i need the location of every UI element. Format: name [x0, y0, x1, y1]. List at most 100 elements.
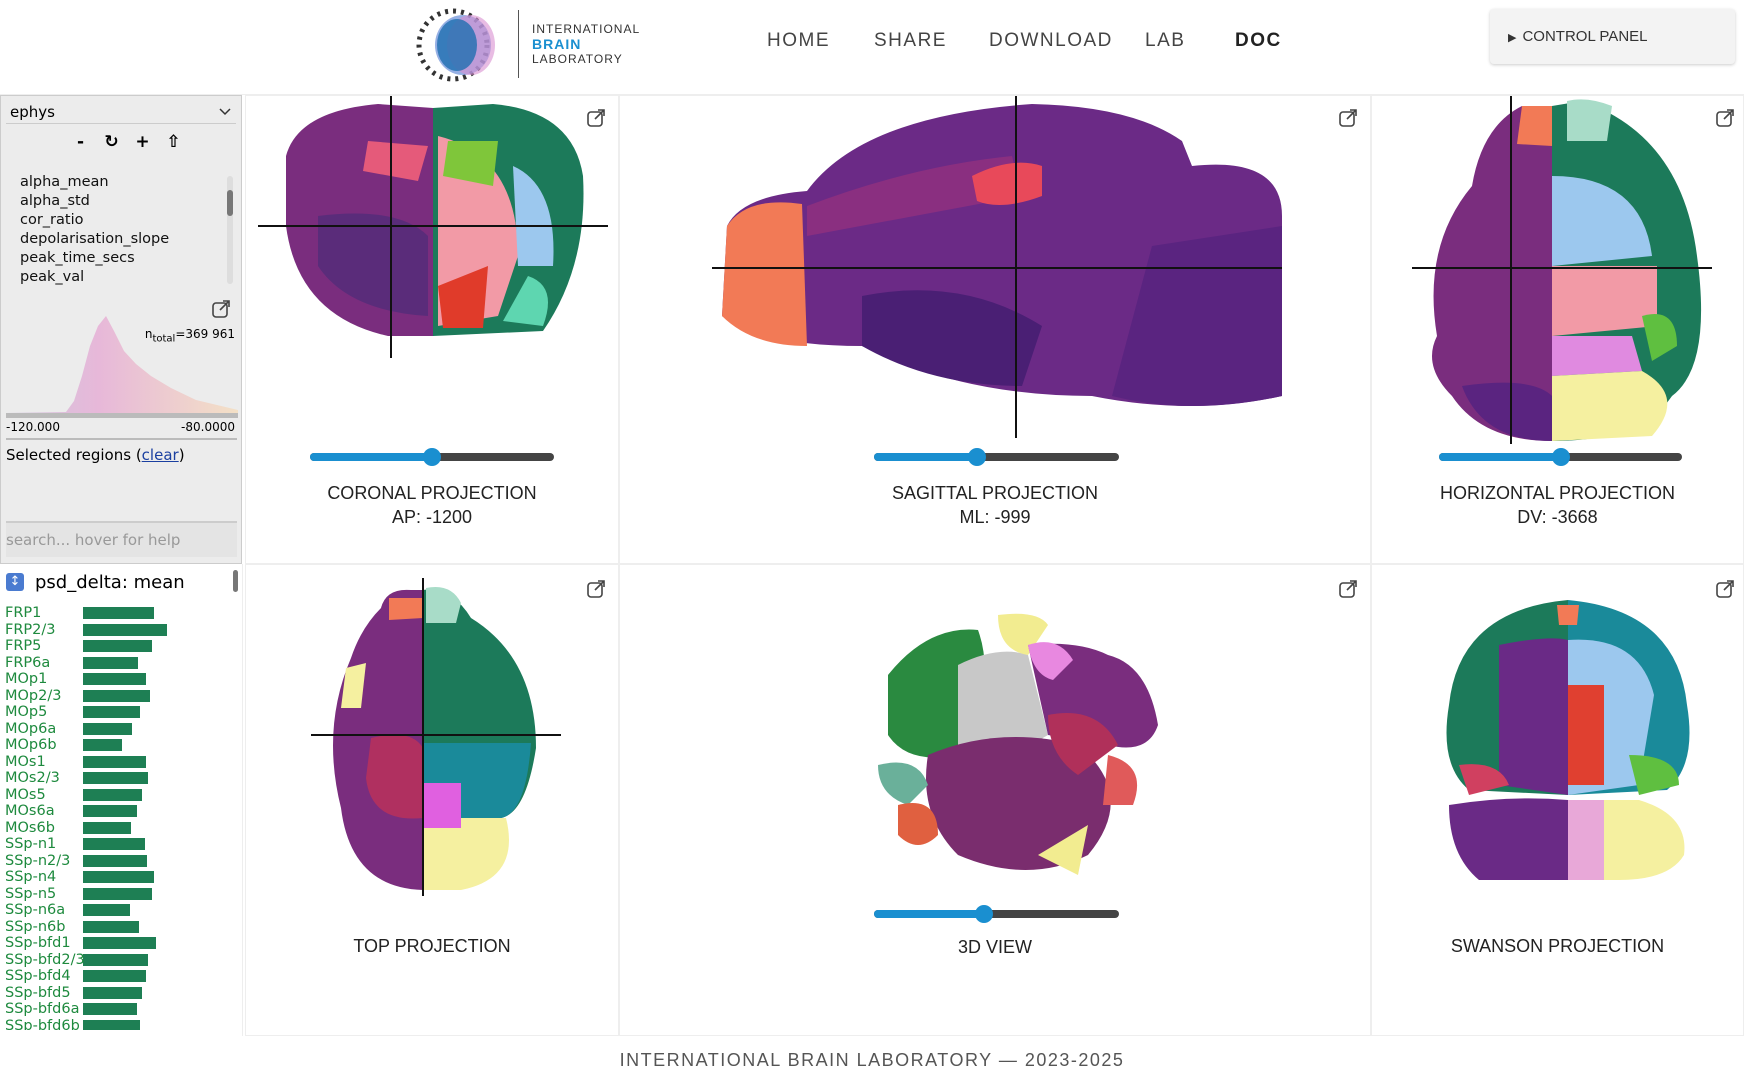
- nav-link[interactable]: HOME: [767, 30, 830, 51]
- region-row[interactable]: SSp-n6b: [5, 919, 230, 936]
- n-total: ntotal=369 961: [145, 327, 235, 344]
- tool-button[interactable]: ↻: [104, 132, 119, 152]
- region-bar: [83, 755, 146, 768]
- sort-icon[interactable]: ↕: [6, 573, 24, 591]
- region-label: FRP6a: [5, 654, 51, 671]
- region-row[interactable]: MOs1: [5, 754, 230, 771]
- region-row[interactable]: SSp-n6a: [5, 902, 230, 919]
- 3d-image: [878, 613, 1158, 875]
- region-label: SSp-bfd5: [5, 984, 71, 1001]
- region-label: SSp-bfd1: [5, 935, 71, 951]
- slider[interactable]: [310, 448, 554, 466]
- region-label: SSp-n6b: [5, 918, 66, 935]
- feature-item[interactable]: peak_time_secs: [20, 250, 135, 266]
- region-row[interactable]: SSp-n2/3: [5, 853, 230, 870]
- region-bar: [83, 805, 137, 817]
- horizontal-panel: HORIZONTAL PROJECTION DV: -3668: [1371, 95, 1744, 564]
- nav-link[interactable]: SHARE: [874, 30, 947, 51]
- region-label: SSp-n2/3: [5, 852, 71, 869]
- nav-link[interactable]: DOWNLOAD: [989, 30, 1113, 51]
- region-label: MOs2/3: [5, 770, 60, 786]
- region-label: SSp-n1: [5, 836, 57, 852]
- region-bar: [83, 689, 151, 702]
- export-icon[interactable]: [1715, 579, 1735, 599]
- region-row[interactable]: FRP1: [5, 605, 230, 622]
- region-row[interactable]: SSp-bfd1: [5, 935, 230, 952]
- slider[interactable]: [874, 448, 1119, 466]
- export-icon[interactable]: [586, 108, 606, 128]
- selected-regions: Selected regions (clear): [6, 446, 185, 464]
- feature-item[interactable]: alpha_mean: [20, 174, 109, 190]
- region-row[interactable]: MOp2/3: [5, 688, 230, 705]
- region-bar: [83, 607, 154, 619]
- feature-item[interactable]: peak_val: [20, 269, 85, 285]
- region-row[interactable]: MOp1: [5, 671, 230, 688]
- hist-min: -120.000: [6, 420, 60, 434]
- selected-close: ): [178, 446, 185, 464]
- region-row[interactable]: MOs2/3: [5, 770, 230, 787]
- region-row[interactable]: MOp5: [5, 704, 230, 721]
- region-list: FRP1 FRP2/3 FRP5 FRP6a MOp1 MOp2/3 MOp5 MOp6a MO…: [5, 605, 230, 1030]
- region-row[interactable]: MOs5: [5, 787, 230, 804]
- horizontal-image: [1412, 96, 1712, 444]
- export-icon[interactable]: [586, 579, 606, 599]
- region-bar: [83, 953, 148, 966]
- slider[interactable]: [1439, 448, 1682, 466]
- region-label: SSp-bfd2/3: [5, 951, 85, 968]
- feature-item[interactable]: depolarisation_slope: [20, 231, 170, 247]
- region-row[interactable]: MOs6a: [5, 803, 230, 820]
- region-label: SSp-n6a: [5, 902, 66, 918]
- feature-item[interactable]: cor_ratio: [20, 212, 84, 228]
- region-row[interactable]: MOp6b: [5, 737, 230, 754]
- region-label: SSp-n4: [5, 869, 57, 885]
- dataset-select[interactable]: ephys: [6, 100, 236, 124]
- nav-link[interactable]: LAB: [1145, 30, 1186, 51]
- panel-coord: ML: -999: [959, 507, 1031, 527]
- region-row[interactable]: MOp6a: [5, 721, 230, 738]
- tool-button[interactable]: +: [135, 132, 150, 152]
- export-icon[interactable]: [1338, 579, 1358, 599]
- tool-button[interactable]: ⇧: [166, 132, 181, 152]
- region-row[interactable]: SSp-bfd5: [5, 985, 230, 1002]
- region-label: MOs5: [5, 786, 46, 803]
- export-icon[interactable]: [211, 299, 231, 319]
- region-row[interactable]: SSp-bfd4: [5, 968, 230, 985]
- region-bar: [83, 640, 153, 652]
- panel-title: CORONAL PROJECTION: [327, 483, 537, 503]
- top-image: [311, 578, 561, 896]
- panel-title: 3D VIEW: [957, 937, 1032, 957]
- region-row[interactable]: FRP6a: [5, 655, 230, 672]
- scrollbar: [233, 570, 238, 592]
- region-row[interactable]: SSp-bfd2/3: [5, 952, 230, 969]
- swanson-panel: SWANSON PROJECTION: [1371, 564, 1744, 1036]
- tool-button[interactable]: -: [76, 132, 85, 152]
- region-row[interactable]: SSp-bfd6b: [5, 1017, 230, 1031]
- panel-title: SWANSON PROJECTION: [1450, 936, 1665, 956]
- control-panel-button[interactable]: CONTROL PANEL: [1490, 9, 1735, 64]
- feature-item[interactable]: alpha_std: [20, 193, 90, 209]
- dropdown-arrow: [219, 108, 231, 116]
- region-label: SSp-bfd6b: [5, 1017, 80, 1031]
- nav-link[interactable]: DOC: [1235, 30, 1282, 51]
- region-row[interactable]: SSp-n4: [5, 869, 230, 886]
- slider[interactable]: [874, 905, 1119, 923]
- region-row[interactable]: MOs6b: [5, 820, 230, 837]
- region-label: MOs1: [5, 753, 46, 770]
- region-label: SSp-bfd6a: [5, 1001, 80, 1017]
- region-bar: [83, 623, 167, 636]
- region-label: MOp1: [5, 671, 48, 687]
- sagittal-panel: SAGITTAL PROJECTION ML: -999: [619, 95, 1371, 564]
- clear-link[interactable]: clear: [141, 446, 179, 464]
- search-input[interactable]: search... hover for help: [6, 521, 237, 557]
- region-bar: [83, 706, 141, 718]
- region-row[interactable]: SSp-n1: [5, 836, 230, 853]
- region-label: MOs6a: [5, 803, 55, 819]
- export-icon[interactable]: [1715, 108, 1735, 128]
- region-bar: [83, 673, 146, 685]
- region-row[interactable]: SSp-n5: [5, 886, 230, 903]
- region-row[interactable]: FRP5: [5, 638, 230, 655]
- region-row[interactable]: FRP2/3: [5, 622, 230, 639]
- export-icon[interactable]: [1338, 108, 1358, 128]
- region-row[interactable]: SSp-bfd6a: [5, 1001, 230, 1018]
